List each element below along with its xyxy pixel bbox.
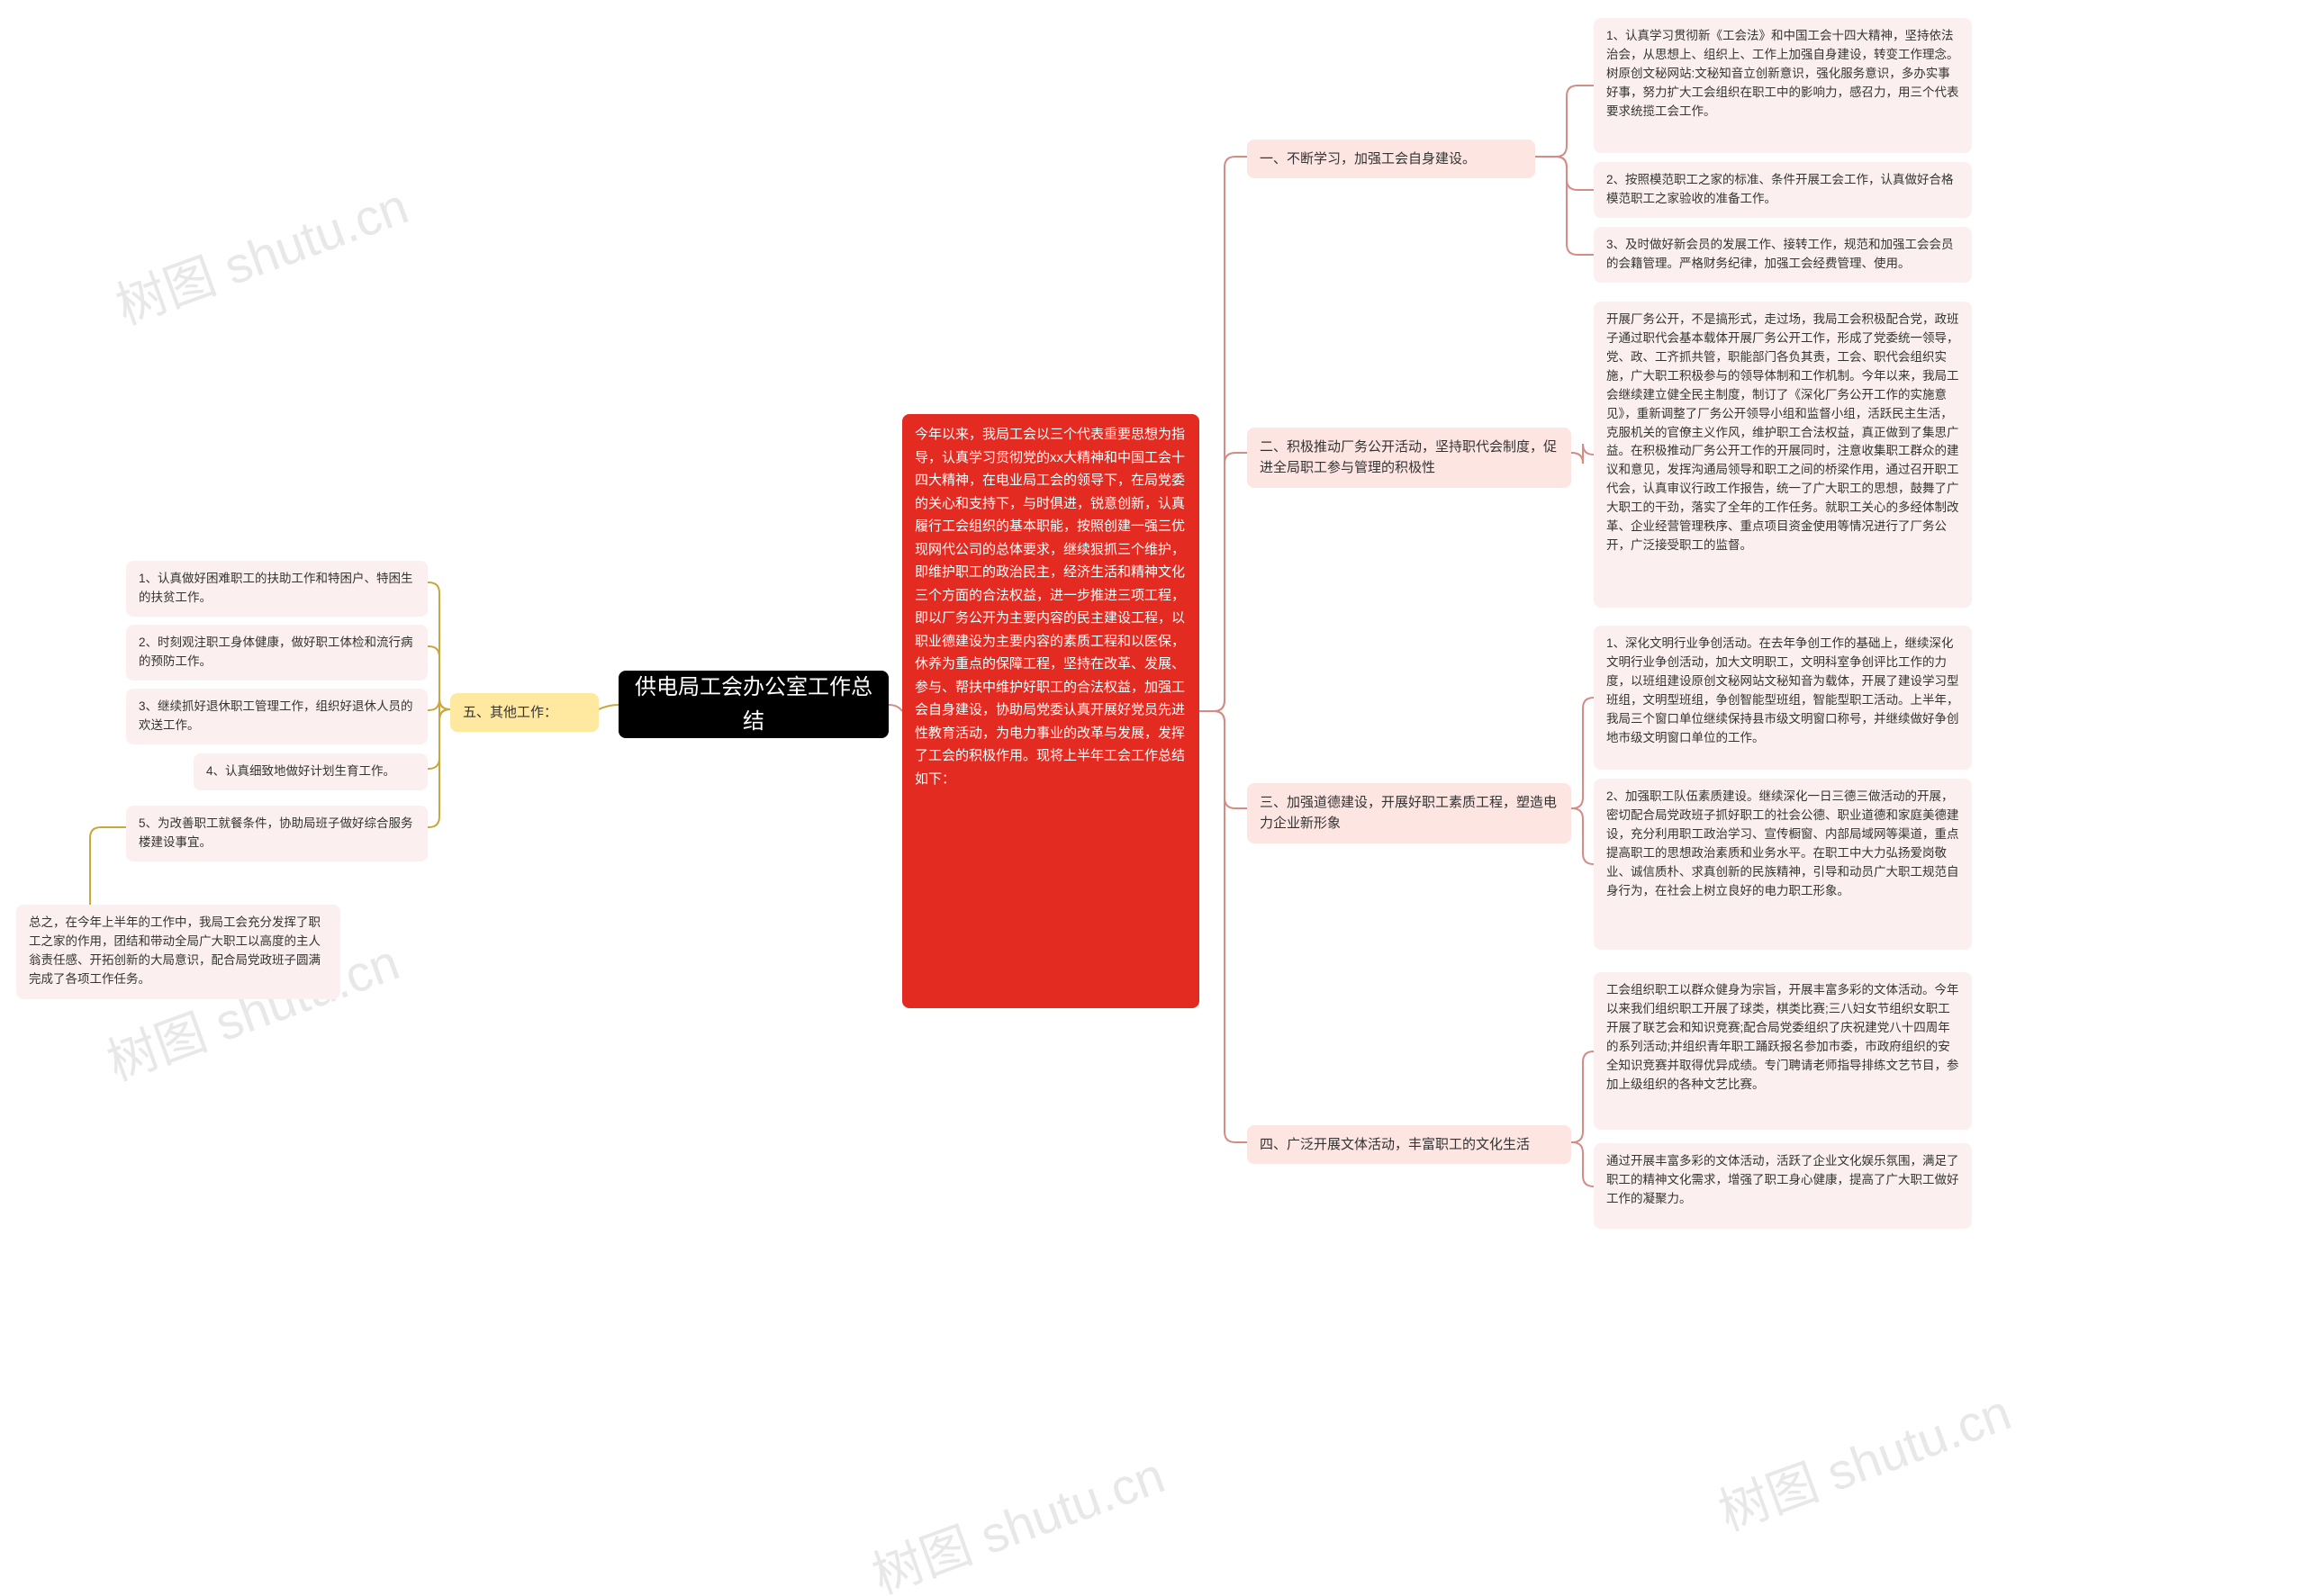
- branch-5-leaf-4: 4、认真细致地做好计划生育工作。: [194, 753, 428, 790]
- summary-node: 总之，在今年上半年的工作中，我局工会充分发挥了职工之家的作用，团结和带动全局广大…: [16, 905, 340, 999]
- branch-1-leaf-2: 2、按照模范职工之家的标准、条件开展工会工作，认真做好合格模范职工之家验收的准备…: [1594, 162, 1972, 218]
- intro-summary-node: 今年以来，我局工会以三个代表重要思想为指导，认真学习贯彻党的xx大精神和中国工会…: [902, 414, 1199, 1008]
- branch-4-leaf-1: 工会组织职工以群众健身为宗旨，开展丰富多彩的文体活动。今年以来我们组织职工开展了…: [1594, 972, 1972, 1130]
- branch-2-leaf-1: 开展厂务公开，不是搞形式，走过场，我局工会积极配合党，政班子通过职代会基本载体开…: [1594, 302, 1972, 608]
- watermark: 树图 shutu.cn: [861, 1435, 1173, 1596]
- branch-5-leaf-1: 1、认真做好困难职工的扶助工作和特困户、特困生的扶贫工作。: [126, 561, 428, 617]
- watermark: 树图 shutu.cn: [104, 166, 417, 338]
- center-title-node: 供电局工会办公室工作总结: [619, 671, 889, 738]
- branch-5-leaf-5: 5、为改善职工就餐条件，协助局班子做好综合服务楼建设事宜。: [126, 806, 428, 861]
- branch-1-leaf-1: 1、认真学习贯彻新《工会法》和中国工会十四大精神，坚持依法治会，从思想上、组织上…: [1594, 18, 1972, 153]
- watermark: 树图 shutu.cn: [1707, 1372, 2020, 1545]
- branch-1-leaf-3: 3、及时做好新会员的发展工作、接转工作，规范和加强工会会员的会籍管理。严格财务纪…: [1594, 227, 1972, 283]
- branch-5-label: 五、其他工作：: [450, 693, 599, 732]
- branch-5-leaf-2: 2、时刻观注职工身体健康，做好职工体检和流行病的预防工作。: [126, 625, 428, 681]
- branch-4-label: 四、广泛开展文体活动，丰富职工的文化生活: [1247, 1125, 1571, 1164]
- branch-3-leaf-2: 2、加强职工队伍素质建设。继续深化一日三德三做活动的开展，密切配合局党政班子抓好…: [1594, 779, 1972, 950]
- branch-4-leaf-2: 通过开展丰富多彩的文体活动，活跃了企业文化娱乐氛围，满足了职工的精神文化需求，增…: [1594, 1143, 1972, 1229]
- branch-5-leaf-3: 3、继续抓好退休职工管理工作，组织好退休人员的欢送工作。: [126, 689, 428, 744]
- branch-3-label: 三、加强道德建设，开展好职工素质工程，塑造电力企业新形象: [1247, 783, 1571, 843]
- branch-2-label: 二、积极推动厂务公开活动，坚持职代会制度，促进全局职工参与管理的积极性: [1247, 428, 1571, 488]
- branch-3-leaf-1: 1、深化文明行业争创活动。在去年争创工作的基础上，继续深化文明行业争创活动，加大…: [1594, 626, 1972, 770]
- branch-1-label: 一、不断学习，加强工会自身建设。: [1247, 140, 1535, 178]
